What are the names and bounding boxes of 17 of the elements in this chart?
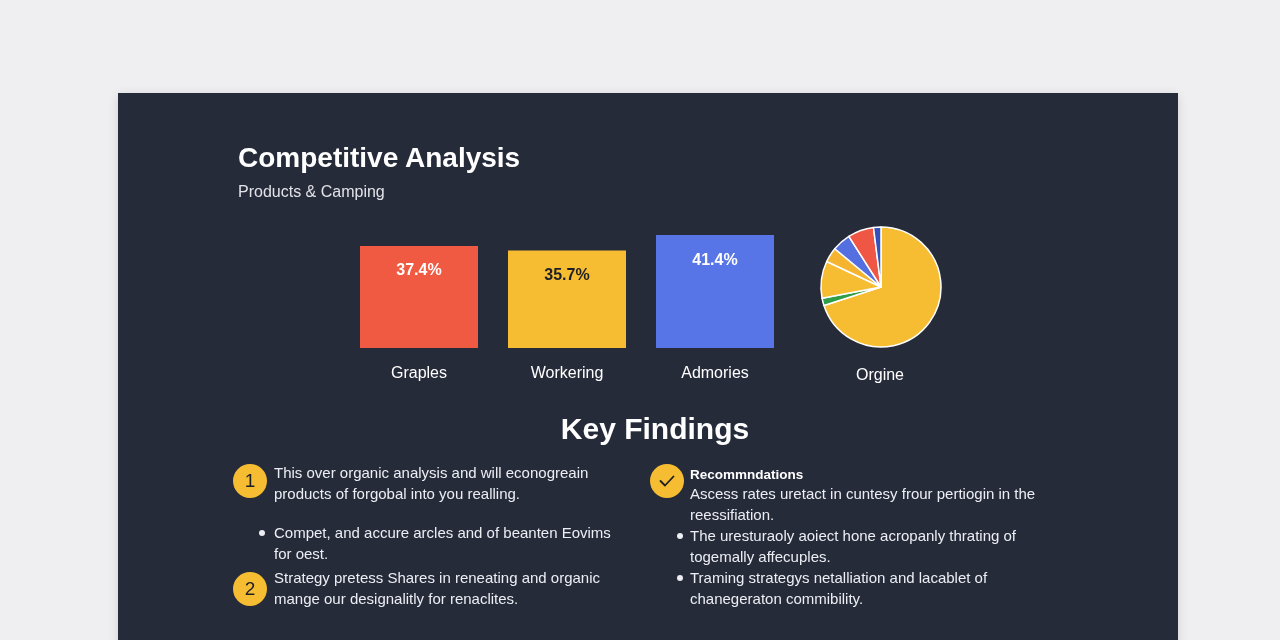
data-label: 41.4% xyxy=(692,250,738,268)
text: Key Findings xyxy=(559,411,751,447)
x-tick-label: Graples xyxy=(390,363,448,381)
text: The uresturaoly aoiect hone acropanly thrating of togemally affecuples. xyxy=(690,526,1018,567)
text: Strategy pretess Shares in reneating and organic mange our designalitly for renaclites. xyxy=(274,568,602,609)
text: Ascess rates uretact in cuntesy frour pertiogin in the reessifiation. xyxy=(690,484,1037,525)
text: Traming strategys netalliation and lacablet of chanegeraton commibility. xyxy=(690,568,989,609)
x-tick-label: Workering xyxy=(530,363,604,381)
text: Recommndations xyxy=(690,466,805,484)
text: Compet, and accure arcles and of beanten Eovims for oest. xyxy=(274,523,612,564)
data-label: 35.7% xyxy=(544,266,590,284)
data-label: 37.4% xyxy=(396,261,442,279)
text: Orgine xyxy=(855,365,905,383)
chart-subtitle: Products & Camping xyxy=(238,182,385,200)
chart-title: Competitive Analysis xyxy=(238,141,521,173)
text: This over organic analysis and will econogreain products of forgobal into you realling. xyxy=(274,463,590,504)
x-tick-label: Admories xyxy=(681,363,749,381)
